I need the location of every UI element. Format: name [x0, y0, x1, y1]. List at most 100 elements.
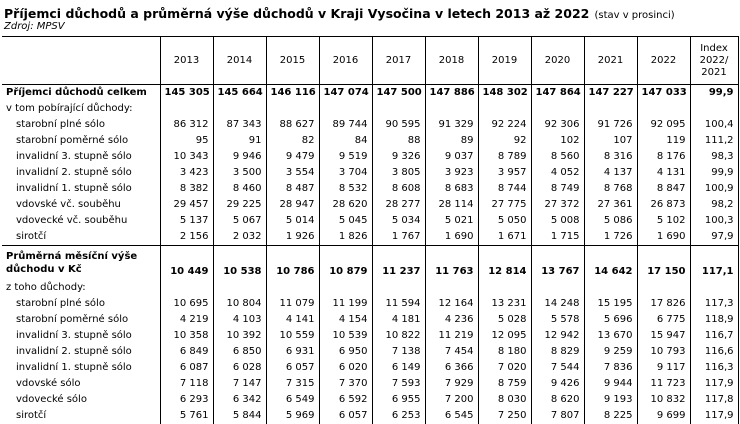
- value-cell: 6 549: [265, 392, 319, 408]
- value-cell: [318, 280, 372, 296]
- value-cell: 4 154: [318, 312, 372, 328]
- value-cell: 8 487: [265, 181, 319, 197]
- value-cell: 10 822: [371, 328, 425, 344]
- index-cell: 116,7: [689, 328, 739, 344]
- value-cell: 8 176: [636, 149, 690, 165]
- value-cell: 9 193: [583, 392, 637, 408]
- table-row: invalidní 1. stupně sólo 8 382 8 460 8 487 8…: [2, 181, 739, 197]
- value-cell: 88: [371, 133, 425, 149]
- source-note: Zdroj: MPSV: [4, 21, 65, 32]
- table-row: starobní poměrné sólo 4 219 4 103 4 141 4 15…: [2, 312, 739, 328]
- value-cell: 95: [159, 133, 213, 149]
- value-cell: 11 594: [371, 296, 425, 312]
- value-cell: 145 305: [159, 84, 213, 101]
- value-cell: 4 181: [371, 312, 425, 328]
- index-cell: 100,3: [689, 213, 739, 229]
- value-cell: [636, 280, 690, 296]
- value-cell: 6 850: [212, 344, 266, 360]
- value-cell: 7 020: [477, 360, 531, 376]
- value-cell: 28 277: [371, 197, 425, 213]
- header-label-cell: [2, 36, 160, 85]
- value-cell: 8 030: [477, 392, 531, 408]
- value-cell: 8 744: [477, 181, 531, 197]
- value-cell: 5 578: [530, 312, 584, 328]
- value-cell: 5 021: [424, 213, 478, 229]
- value-cell: 10 786: [265, 245, 319, 280]
- value-cell: 5 050: [477, 213, 531, 229]
- value-cell: 1 726: [583, 229, 637, 246]
- value-cell: 84: [318, 133, 372, 149]
- title-text: Příjemci důchodů a průměrná výše důchodů…: [4, 6, 590, 21]
- value-cell: 86 312: [159, 117, 213, 133]
- value-cell: 10 392: [212, 328, 266, 344]
- header-index-line: Index: [700, 42, 728, 54]
- value-cell: 12 164: [424, 296, 478, 312]
- value-cell: 7 929: [424, 376, 478, 392]
- value-cell: 1 767: [371, 229, 425, 246]
- value-cell: 3 423: [159, 165, 213, 181]
- value-cell: 12 095: [477, 328, 531, 344]
- value-cell: 7 370: [318, 376, 372, 392]
- value-cell: [159, 101, 213, 117]
- row-label: starobní plné sólo: [16, 298, 105, 309]
- value-cell: 10 879: [318, 245, 372, 280]
- value-cell: 8 316: [583, 149, 637, 165]
- value-cell: 12 942: [530, 328, 584, 344]
- value-cell: 9 037: [424, 149, 478, 165]
- data-table: 2013 2014 2015 2016 2017 2018 2019 2020 …: [2, 36, 739, 424]
- table-row: starobní plné sólo 10 695 10 804 11 079 11 1…: [2, 296, 739, 312]
- value-cell: [265, 101, 319, 117]
- value-cell: 6 342: [212, 392, 266, 408]
- index-cell: 111,2: [689, 133, 739, 149]
- value-cell: 10 343: [159, 149, 213, 165]
- value-cell: 4 236: [424, 312, 478, 328]
- value-cell: 8 608: [371, 181, 425, 197]
- index-cell: 99,9: [689, 84, 739, 101]
- value-cell: [318, 101, 372, 117]
- value-cell: [371, 101, 425, 117]
- value-cell: 3 805: [371, 165, 425, 181]
- value-cell: 6 366: [424, 360, 478, 376]
- value-cell: 13 670: [583, 328, 637, 344]
- value-cell: 147 074: [318, 84, 372, 101]
- value-cell: 8 749: [530, 181, 584, 197]
- value-cell: 82: [265, 133, 319, 149]
- value-cell: 1 690: [636, 229, 690, 246]
- value-cell: 146 116: [265, 84, 319, 101]
- header-index: Index 2022/ 2021: [689, 36, 739, 85]
- table-row: invalidní 3. stupně sólo 10 358 10 392 10 5…: [2, 328, 739, 344]
- value-cell: 91 329: [424, 117, 478, 133]
- row-label: invalidní 2. stupně sólo: [16, 346, 132, 357]
- value-cell: 2 032: [212, 229, 266, 246]
- value-cell: 6 028: [212, 360, 266, 376]
- table-row: Příjemci důchodů celkem 145 305 145 664 146…: [2, 84, 739, 101]
- value-cell: 87 343: [212, 117, 266, 133]
- value-cell: 8 560: [530, 149, 584, 165]
- value-cell: 119: [636, 133, 690, 149]
- value-cell: 28 947: [265, 197, 319, 213]
- value-cell: 147 033: [636, 84, 690, 101]
- row-label: v tom pobírající důchody:: [6, 103, 133, 114]
- row-label: vdovecké vč. souběhu: [16, 215, 128, 226]
- value-cell: 7 544: [530, 360, 584, 376]
- value-cell: 5 008: [530, 213, 584, 229]
- value-cell: 10 358: [159, 328, 213, 344]
- header-year: 2017: [371, 36, 425, 85]
- value-cell: 9 479: [265, 149, 319, 165]
- value-cell: 8 759: [477, 376, 531, 392]
- value-cell: 148 302: [477, 84, 531, 101]
- index-cell: [689, 280, 739, 296]
- table-row: invalidní 3. stupně sólo 10 343 9 946 9 479…: [2, 149, 739, 165]
- row-label: vdovské sólo: [16, 378, 81, 389]
- value-cell: 1 826: [318, 229, 372, 246]
- row-label: invalidní 2. stupně sólo: [16, 167, 132, 178]
- value-cell: 6 931: [265, 344, 319, 360]
- value-cell: 26 873: [636, 197, 690, 213]
- value-cell: 7 147: [212, 376, 266, 392]
- value-cell: 7 454: [424, 344, 478, 360]
- value-cell: 9 944: [583, 376, 637, 392]
- value-cell: 88 627: [265, 117, 319, 133]
- value-cell: 11 199: [318, 296, 372, 312]
- value-cell: 11 237: [371, 245, 425, 280]
- value-cell: 9 699: [636, 408, 690, 424]
